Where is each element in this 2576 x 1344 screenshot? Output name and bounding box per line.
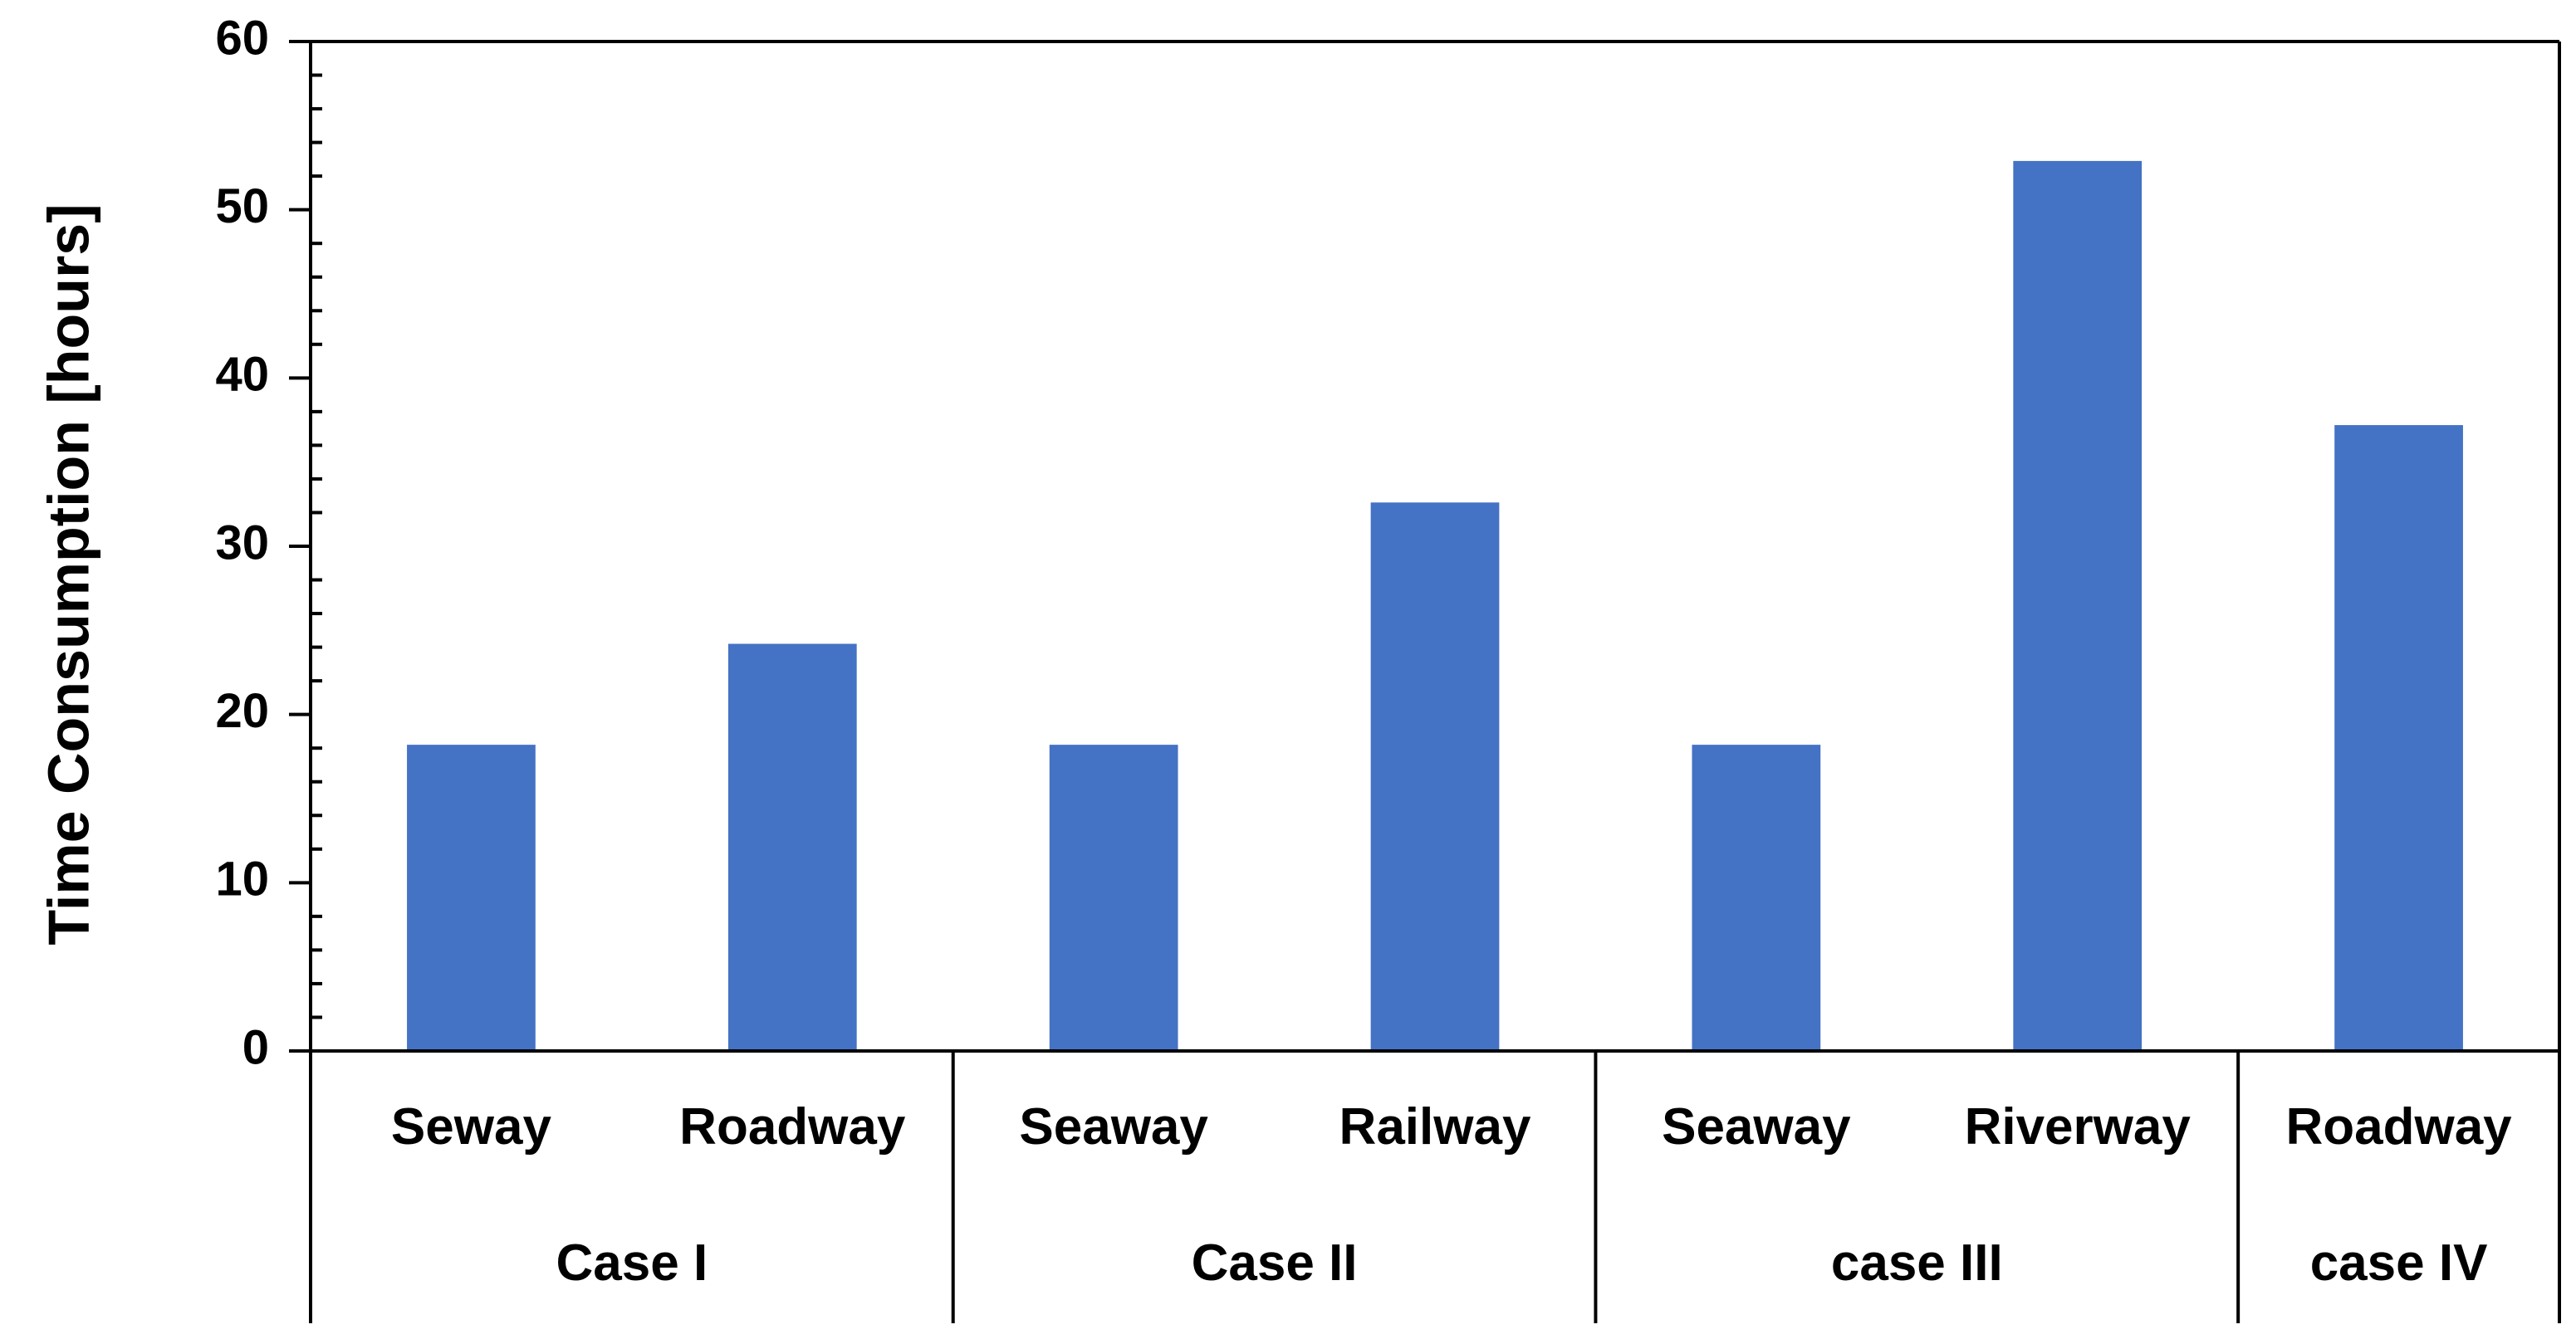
y-tick-label: 50 [215,179,269,233]
y-tick-label: 10 [215,853,269,907]
category-label: Seaway [1019,1098,1208,1156]
group-label: Case II [1192,1234,1358,1292]
group-label: case III [1831,1234,2003,1292]
category-label: Roadway [679,1098,906,1156]
bar [1049,745,1178,1051]
bar [2013,160,2143,1052]
bars-layer [407,160,2463,1052]
bar [1692,745,1821,1051]
y-tick-label: 40 [215,348,269,402]
bar [1370,502,1500,1051]
labels-layer: Seway Roadway Seaway Railway Seaway Riverway R… [215,11,2512,1292]
group-label: case IV [2310,1234,2488,1292]
y-tick-label: 20 [215,684,269,738]
y-axis-title: Time Consumption [hours] [36,203,100,945]
y-tick-label: 30 [215,516,269,569]
bar [727,643,857,1051]
category-label: Railway [1339,1098,1531,1156]
group-label: Case I [556,1234,708,1292]
category-label: Seaway [1662,1098,1851,1156]
y-tick-label: 60 [215,11,269,65]
category-label: Seway [391,1098,552,1156]
bar [407,745,536,1051]
bar [2334,425,2463,1051]
axes-layer [289,40,2561,1323]
y-tick-label: 0 [242,1020,269,1074]
category-label: Roadway [2285,1098,2512,1156]
category-label: Riverway [1965,1098,2192,1156]
